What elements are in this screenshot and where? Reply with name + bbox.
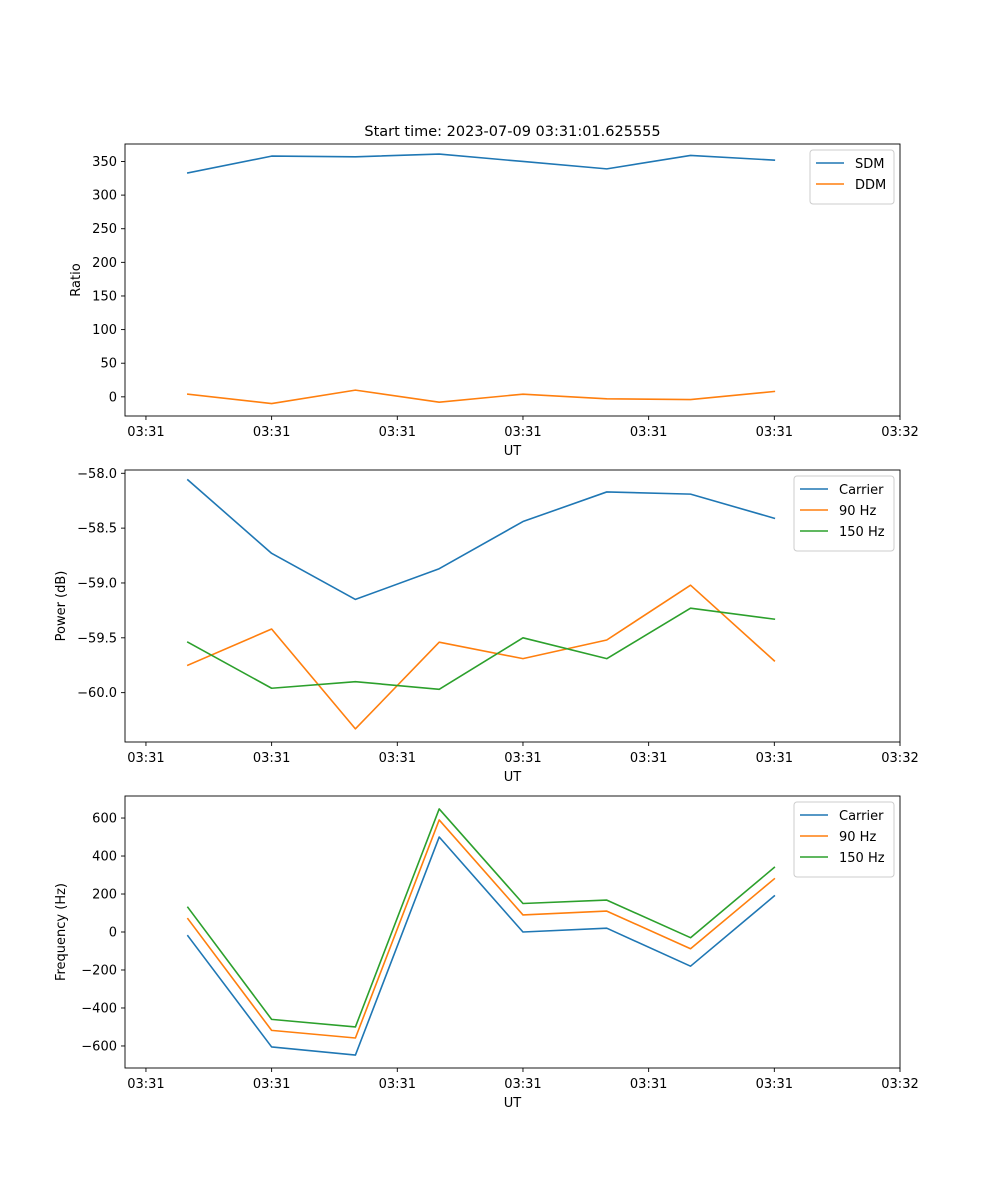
x-tick-label-power: 03:31 — [630, 751, 667, 766]
legend-label-frequency: 90 Hz — [839, 830, 876, 845]
x-axis-label-power: UT — [504, 770, 522, 785]
y-tick-label-power: −60.0 — [77, 686, 117, 701]
figure-title: Start time: 2023-07-09 03:31:01.625555 — [364, 124, 660, 140]
x-tick-label-frequency: 03:31 — [756, 1077, 793, 1092]
x-tick-label-ratio: 03:31 — [127, 425, 164, 440]
x-tick-label-frequency: 03:31 — [379, 1077, 416, 1092]
y-axis-label-power: Power (dB) — [54, 571, 69, 642]
x-tick-label-frequency: 03:31 — [127, 1077, 164, 1092]
y-tick-label-ratio: 350 — [92, 155, 117, 170]
series-line-frequency-carrier — [186, 836, 776, 1056]
y-tick-label-frequency: −600 — [81, 1039, 117, 1054]
y-tick-label-ratio: 300 — [92, 189, 117, 204]
series-line-frequency-150-hz — [186, 808, 776, 1028]
legend-label-power: Carrier — [839, 483, 884, 498]
y-tick-label-frequency: 600 — [92, 812, 117, 827]
x-tick-label-ratio: 03:31 — [756, 425, 793, 440]
x-tick-label-ratio: 03:31 — [253, 425, 290, 440]
chart-ratio: 03:31 03:31 03:31 03:31 03:31 03:31 03:32 0 50 10… — [69, 143, 919, 459]
charts-container: 03:31 03:31 03:31 03:31 03:31 03:31 03:32 0 50 10… — [54, 143, 919, 1111]
y-tick-label-ratio: 50 — [100, 357, 117, 372]
x-axis-label-frequency: UT — [504, 1096, 522, 1111]
y-tick-label-frequency: 200 — [92, 888, 117, 903]
legend-frequency: Carrier 90 Hz 150 Hz — [793, 801, 895, 878]
legend-label-power: 150 Hz — [839, 525, 885, 540]
axes-frame-ratio — [124, 143, 901, 417]
x-tick-label-power: 03:31 — [504, 751, 541, 766]
chart-power: 03:31 03:31 03:31 03:31 03:31 03:31 03:32 −60.0… — [54, 467, 919, 785]
series-line-power-carrier — [186, 478, 776, 601]
y-tick-label-power: −59.0 — [77, 576, 117, 591]
legend-box-frequency — [793, 801, 895, 878]
y-tick-label-frequency: −400 — [81, 1001, 117, 1016]
legend-label-frequency: 150 Hz — [839, 851, 885, 866]
x-tick-label-frequency: 03:32 — [881, 1077, 918, 1092]
y-axis-label-frequency: Frequency (Hz) — [54, 883, 69, 981]
y-tick-label-ratio: 200 — [92, 256, 117, 271]
legend-label-frequency: Carrier — [839, 809, 884, 824]
legend-box-power — [793, 475, 895, 552]
x-tick-label-power: 03:31 — [127, 751, 164, 766]
legend-label-power: 90 Hz — [839, 504, 876, 519]
series-line-ratio-sdm — [186, 153, 776, 174]
y-tick-label-power: −59.5 — [77, 631, 117, 646]
y-tick-label-ratio: 150 — [92, 289, 117, 304]
y-tick-label-frequency: −200 — [81, 963, 117, 978]
x-tick-label-frequency: 03:31 — [253, 1077, 290, 1092]
x-tick-label-ratio: 03:31 — [630, 425, 667, 440]
y-tick-label-frequency: 0 — [109, 926, 117, 941]
series-line-frequency-90-hz — [186, 819, 776, 1039]
y-tick-label-power: −58.0 — [77, 467, 117, 482]
x-tick-label-power: 03:31 — [756, 751, 793, 766]
chart-frequency: 03:31 03:31 03:31 03:31 03:31 03:31 03:32 −600 −… — [54, 795, 919, 1111]
series-line-power-150-hz — [186, 607, 776, 691]
legend-ratio: SDM DDM — [809, 149, 895, 205]
y-axis-label-ratio: Ratio — [69, 263, 84, 296]
series-line-ratio-ddm — [186, 389, 776, 405]
x-tick-label-power: 03:31 — [379, 751, 416, 766]
x-tick-label-power: 03:32 — [881, 751, 918, 766]
x-tick-label-ratio: 03:32 — [881, 425, 918, 440]
series-line-power-90-hz — [186, 584, 776, 730]
y-tick-label-power: −58.5 — [77, 522, 117, 537]
legend-label-ratio: DDM — [855, 178, 886, 193]
y-tick-label-ratio: 100 — [92, 323, 117, 338]
legend-label-ratio: SDM — [855, 157, 884, 172]
x-tick-label-ratio: 03:31 — [379, 425, 416, 440]
x-axis-label-ratio: UT — [504, 444, 522, 459]
y-tick-label-ratio: 0 — [109, 390, 117, 405]
y-tick-label-frequency: 400 — [92, 850, 117, 865]
x-tick-label-ratio: 03:31 — [504, 425, 541, 440]
legend-power: Carrier 90 Hz 150 Hz — [793, 475, 895, 552]
x-tick-label-power: 03:31 — [253, 751, 290, 766]
x-tick-label-frequency: 03:31 — [504, 1077, 541, 1092]
axes-frame-power — [124, 469, 901, 743]
x-tick-label-frequency: 03:31 — [630, 1077, 667, 1092]
y-tick-label-ratio: 250 — [92, 222, 117, 237]
